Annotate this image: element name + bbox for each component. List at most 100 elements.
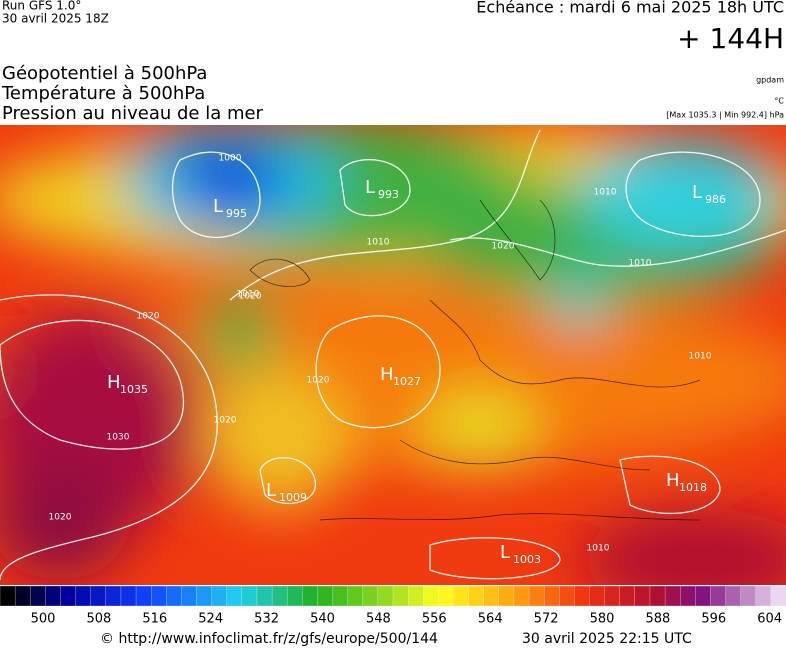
scale-swatch [755, 585, 772, 607]
field-title: Température à 500hPa [1, 83, 205, 104]
scale-swatch [347, 585, 364, 607]
scale-swatch [498, 585, 515, 607]
run-label: Run GFS 1.0° [2, 0, 81, 13]
pressure-center: L 995 [213, 196, 247, 220]
field-title: Géopotentiel à 500hPa [2, 63, 207, 84]
scale-swatch [468, 585, 485, 607]
isobar-label: 1030 [107, 433, 130, 443]
scale-swatch [105, 585, 122, 607]
scale-swatch [241, 585, 258, 607]
center-value: 1027 [393, 375, 421, 388]
pressure-center: H 1018 [666, 470, 707, 494]
scale-label: 532 [254, 612, 279, 627]
scale-label: 580 [590, 612, 615, 627]
center-value: 1003 [513, 553, 541, 566]
scale-swatch [60, 585, 77, 607]
center-letter: H [380, 364, 394, 385]
unit-label: [Max 1035.3 | Min 992.4] hPa [666, 111, 784, 120]
scale-swatch [90, 585, 107, 607]
scale-swatch [649, 585, 666, 607]
scale-swatch [528, 585, 545, 607]
lead-time: + 144H [677, 22, 784, 55]
scale-swatch [634, 585, 651, 607]
issued-time: 30 avril 2025 22:15 UTC [522, 631, 692, 647]
scale-swatch [211, 585, 228, 607]
isobar-label: 1010 [629, 259, 652, 269]
valid-time: Echéance : mardi 6 mai 2025 18h UTC [476, 0, 784, 17]
isobar-label: 1020 [137, 312, 160, 322]
scale-swatch [75, 585, 92, 607]
scale-swatch [770, 585, 786, 607]
field-title: Pression au niveau de la mer [2, 103, 264, 124]
scale-swatch [619, 585, 636, 607]
scale-swatch [664, 585, 681, 607]
scale-swatch [589, 585, 606, 607]
isobar-label: 1010 [367, 238, 390, 248]
scale-swatch [423, 585, 439, 607]
isobar-label: 1010 [587, 544, 610, 554]
scale-swatch [377, 585, 394, 607]
scale-label: 548 [366, 612, 391, 627]
scale-label: 572 [534, 612, 559, 627]
scale-swatch [181, 585, 198, 607]
scale-label: 516 [142, 612, 167, 627]
isobar-label: 1010 [237, 290, 260, 300]
scale-swatch [407, 585, 424, 607]
scale-swatch [483, 585, 500, 607]
scale-swatch [317, 585, 334, 607]
scale-label: 540 [310, 612, 335, 627]
center-letter: L [692, 182, 702, 203]
scale-label: 604 [757, 612, 782, 627]
isobar-label: 1020 [49, 513, 72, 523]
center-letter: L [500, 542, 510, 563]
scale-label: 596 [701, 612, 726, 627]
color-scale [0, 585, 786, 607]
scale-swatch [559, 585, 576, 607]
scale-swatch [392, 585, 409, 607]
pressure-center: L 1009 [266, 480, 307, 504]
scale-swatch [680, 585, 696, 607]
scale-swatch [151, 585, 167, 607]
unit-label: °C [774, 97, 784, 106]
scale-swatch [544, 585, 560, 607]
scale-swatch [135, 585, 152, 607]
center-letter: L [266, 480, 276, 501]
center-letter: L [365, 177, 375, 198]
scale-swatch [362, 585, 379, 607]
isobar-label: 1000 [219, 154, 242, 164]
scale-swatch [438, 585, 455, 607]
isobar-label: 1020 [239, 292, 262, 302]
isobar-label: 1010 [594, 188, 617, 198]
scale-swatch [725, 585, 742, 607]
scale-swatch [256, 585, 273, 607]
scale-swatch [710, 585, 727, 607]
scale-swatch [604, 585, 621, 607]
scale-label: 524 [198, 612, 223, 627]
scale-swatch [695, 585, 712, 607]
center-letter: L [213, 196, 223, 217]
scale-swatch [302, 585, 319, 607]
scale-swatch [226, 585, 243, 607]
run-date: 30 avril 2025 18Z [2, 12, 109, 26]
field [0, 125, 786, 585]
isobar-label: 1020 [214, 416, 237, 426]
isobar-label: 1020 [492, 242, 515, 252]
scale-swatch [287, 585, 303, 607]
scale-label: 556 [422, 612, 447, 627]
pressure-center: H 1035 [107, 372, 148, 396]
center-value: 1018 [679, 481, 707, 494]
center-value: 986 [705, 193, 726, 206]
scale-swatch [30, 585, 46, 607]
center-letter: H [107, 372, 121, 393]
unit-label: gpdam [756, 76, 784, 85]
center-value: 995 [226, 207, 247, 220]
scale-swatch [45, 585, 62, 607]
scale-swatch [740, 585, 757, 607]
center-value: 1035 [120, 383, 148, 396]
scale-swatch [14, 585, 31, 607]
scale-swatch [332, 585, 349, 607]
scale-swatch [120, 585, 137, 607]
scale-label: 588 [645, 612, 670, 627]
pressure-center: L 993 [365, 177, 399, 201]
pressure-center: L 986 [692, 182, 726, 206]
